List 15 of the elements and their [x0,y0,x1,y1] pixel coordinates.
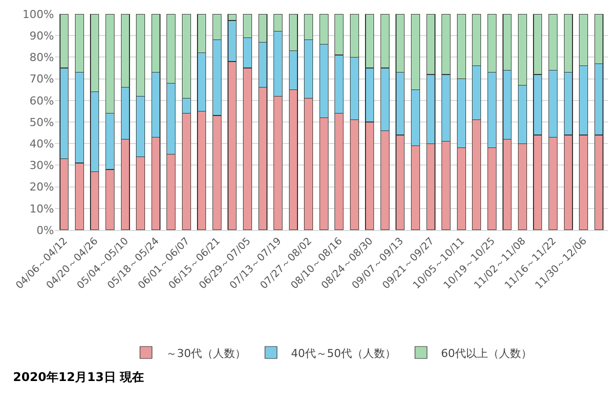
legend-label: ～30代（人数） [166,346,246,360]
y-tick-label: 60% [30,94,54,108]
y-tick-label: 20% [30,180,54,194]
y-tick-label: 100% [22,8,54,21]
y-tick-label: 80% [30,51,54,64]
y-tick-label: 50% [30,116,54,129]
y-tick-label: 70% [30,72,54,86]
y-tick-label: 30% [30,159,54,172]
text: 2020年12月13日 現在 [13,370,144,384]
legend-label: 40代～50代（人数） [291,346,396,360]
y-tick-label: 40% [30,137,54,150]
legend-label: 60代以上（人数） [441,346,532,360]
y-tick-label: 10% [30,202,54,216]
y-tick-label: 90% [30,29,54,42]
y-tick-label: 0% [36,224,54,237]
